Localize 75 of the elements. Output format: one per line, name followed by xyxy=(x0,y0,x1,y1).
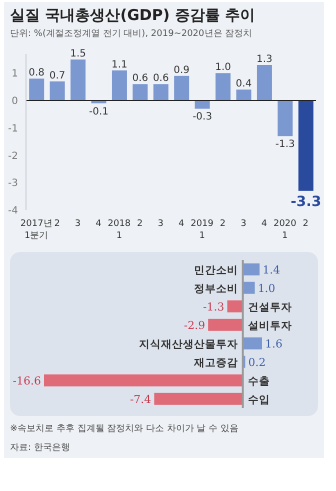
x-tick-label: 2018 1 xyxy=(108,219,131,241)
bar xyxy=(29,78,44,101)
data-label: -1.3 xyxy=(275,139,295,150)
data-label: 0.6 xyxy=(132,73,148,84)
data-label: 0.9 xyxy=(174,64,190,76)
x-tick-label: 2 xyxy=(220,219,226,229)
y-tick-label: 수입 xyxy=(248,394,270,406)
bar xyxy=(208,318,243,331)
data-label: 1.1 xyxy=(112,59,128,70)
x-tick-label: 4 xyxy=(96,219,102,229)
y-tick-label: 재고증감 xyxy=(192,356,238,369)
data-label: 0.7 xyxy=(49,70,66,82)
data-label: 1.4 xyxy=(262,263,280,276)
bar xyxy=(44,374,243,386)
data-label: 1.6 xyxy=(265,337,282,350)
data-label: 0.8 xyxy=(28,68,45,79)
text: 자료: 한국은행 xyxy=(9,442,71,455)
y-tick-label: 설비투자 xyxy=(246,320,292,332)
data-label: 0.2 xyxy=(248,356,266,369)
y-tick-label: 1 xyxy=(12,68,18,80)
data-label: -1.3 xyxy=(203,300,224,314)
x-tick-label: 3 xyxy=(74,219,81,229)
y-tick-label: 0 xyxy=(12,96,18,108)
y-tick-label: 건설투자 xyxy=(248,301,292,314)
x-tick-label: 4 xyxy=(261,219,268,229)
data-label: 0.4 xyxy=(236,78,252,90)
bar xyxy=(242,263,260,276)
y-tick-label: 지식재산생산물투자 xyxy=(138,338,238,350)
data-label: 0.6 xyxy=(152,73,169,84)
data-label: -3.3 xyxy=(290,194,322,210)
data-label: 1.3 xyxy=(256,54,272,65)
y-tick-label: -2 xyxy=(8,150,18,162)
x-tick-label: 3 xyxy=(240,219,246,229)
y-tick-label: -4 xyxy=(8,206,18,217)
bar xyxy=(50,81,65,101)
y-tick-label: -3 xyxy=(8,178,18,190)
bar xyxy=(278,100,293,136)
bar xyxy=(154,392,243,405)
bar xyxy=(298,100,314,191)
data-label: 1.5 xyxy=(70,48,86,60)
bar xyxy=(194,100,210,109)
y-tick-label: 정부소비 xyxy=(194,282,238,295)
bar xyxy=(153,84,168,101)
x-tick-label: 2 xyxy=(54,219,60,229)
bar xyxy=(70,59,86,101)
data-label: -2.9 xyxy=(184,318,206,332)
y-tick-label: -1 xyxy=(8,123,18,134)
chart-subtitle: 단위: %(계절조정계열 전기 대비), 2019~2020년은 잠정치 xyxy=(9,28,254,40)
x-tick-label: 2017년 1분기 xyxy=(20,219,52,241)
y-tick-label: 민간소비 xyxy=(194,264,238,276)
bar xyxy=(236,90,252,101)
bar xyxy=(256,64,272,101)
x-tick-label: 3 xyxy=(158,219,164,229)
data-label: -0.3 xyxy=(192,112,212,123)
text: ※속보치로 추후 집계될 잠정치와 다소 차이가 날 수 있음 xyxy=(9,423,240,436)
bar xyxy=(91,100,106,104)
x-tick-label: 2 xyxy=(137,219,143,229)
data-label: -16.6 xyxy=(12,374,41,388)
bar xyxy=(242,282,255,294)
bar xyxy=(174,76,190,101)
x-tick-label: 2 xyxy=(302,219,309,229)
chart-title: 실질 국내총생산(GDP) 증감률 추이 xyxy=(9,5,256,26)
x-tick-label: 2020 1 xyxy=(273,219,297,241)
y-tick-label: 수출 xyxy=(248,375,270,388)
x-tick-label: 2019 1 xyxy=(190,219,214,241)
data-label: 1.0 xyxy=(215,62,231,74)
bar xyxy=(216,73,231,101)
bar xyxy=(242,337,262,350)
bar xyxy=(132,84,148,101)
bar xyxy=(112,70,127,101)
data-label: -0.1 xyxy=(88,106,109,118)
x-tick-label: 4 xyxy=(178,219,184,229)
bar xyxy=(227,300,243,312)
data-label: 1.0 xyxy=(258,282,276,295)
data-label: -7.4 xyxy=(130,392,152,406)
